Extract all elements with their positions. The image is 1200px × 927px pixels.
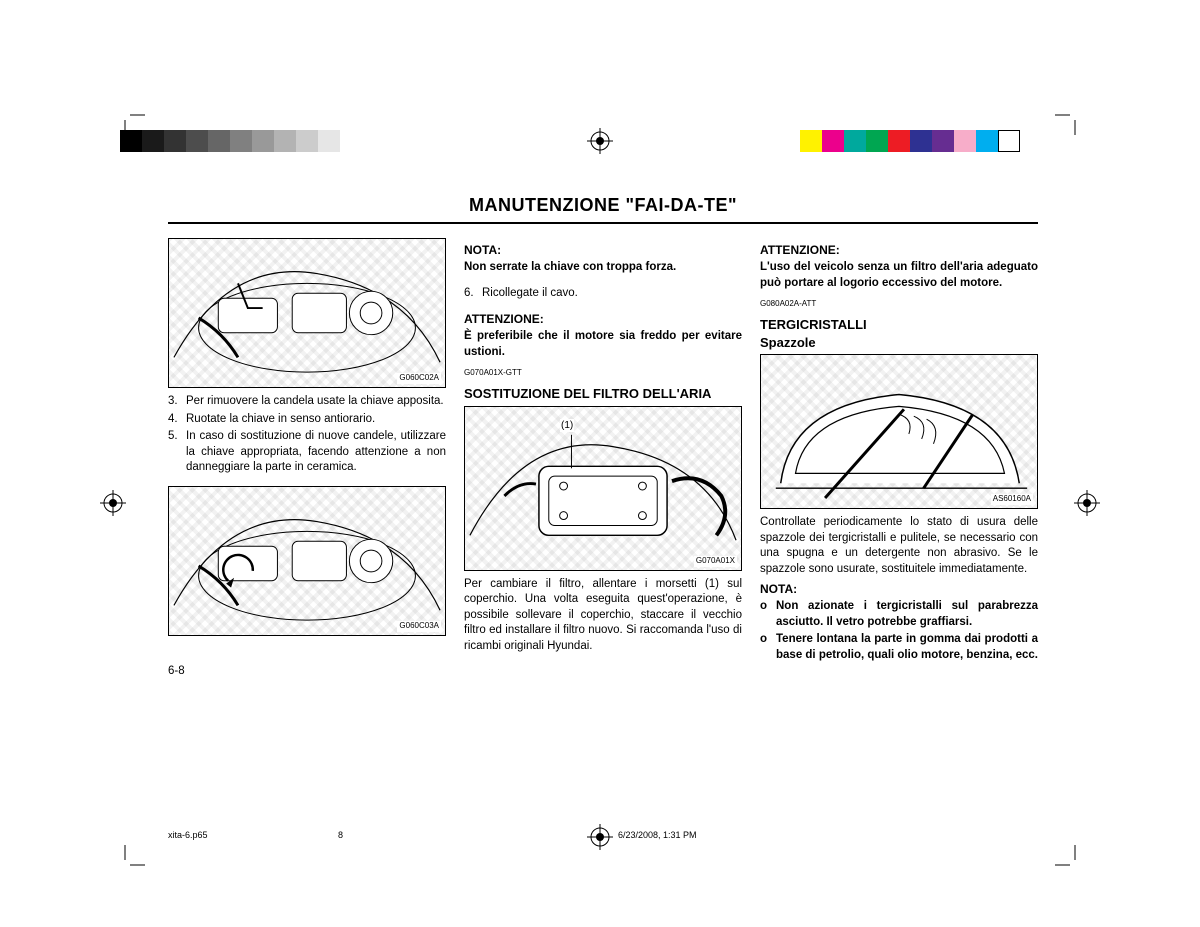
crop-mark-icon: [1055, 105, 1085, 135]
figure-windshield-wipers: AS60160A: [760, 354, 1038, 509]
figure-code: G060C03A: [397, 621, 441, 632]
item-number: 5.: [168, 429, 186, 476]
registration-mark-left: [100, 490, 126, 516]
attenzione-text: È preferibile che il motore sia freddo p…: [464, 329, 742, 360]
footer-page: 8: [338, 830, 618, 840]
footer-date: 6/23/2008, 1:31 PM: [618, 830, 1038, 840]
item-text: Per rimuovere la candela usate la chiave…: [186, 394, 446, 410]
column-3: ATTENZIONE: L'uso del veicolo senza un f…: [760, 238, 1038, 679]
footer-filename: xita-6.p65: [168, 830, 338, 840]
printer-colorbar-left: [120, 130, 340, 152]
item-number: 4.: [168, 412, 186, 428]
section-code: G080A02A-ATT: [760, 299, 1038, 310]
section-heading: TERGICRISTALLI: [760, 316, 1038, 334]
list-item: 3.Per rimuovere la candela usate la chia…: [168, 394, 446, 410]
document-page: MANUTENZIONE "FAI-DA-TE" G060C02A 3.Per …: [168, 195, 1038, 679]
crop-mark-icon: [115, 845, 145, 875]
section-code: G070A01X-GTT: [464, 368, 742, 379]
content-columns: G060C02A 3.Per rimuovere la candela usat…: [168, 238, 1038, 679]
item-text: Tenere lontana la parte in gomma dai pro…: [776, 632, 1038, 663]
list-item: 5.In caso di sostituzione di nuove cande…: [168, 429, 446, 476]
list-item: 4.Ruotate la chiave in senso antiorario.: [168, 412, 446, 428]
registration-mark-right: [1074, 490, 1100, 516]
nota-bullet-list: oNon azionate i tergicristalli sul parab…: [760, 599, 1038, 663]
body-paragraph: Per cambiare il filtro, allentare i mors…: [464, 577, 742, 655]
section-subheading: Spazzole: [760, 334, 1038, 352]
figure-engine-sparkplug-1: G060C02A: [168, 238, 446, 388]
crop-mark-icon: [115, 105, 145, 135]
column-2: NOTA: Non serrate la chiave con troppa f…: [464, 238, 742, 679]
attenzione-heading: ATTENZIONE:: [760, 242, 1038, 258]
section-heading: SOSTITUZIONE DEL FILTRO DELL'ARIA: [464, 385, 742, 403]
figure-code: G060C02A: [397, 373, 441, 384]
attenzione-heading: ATTENZIONE:: [464, 311, 742, 327]
page-title: MANUTENZIONE "FAI-DA-TE": [168, 195, 1038, 224]
item-number: 6.: [464, 286, 482, 302]
figure-code: AS60160A: [991, 494, 1033, 505]
page-number: 6-8: [168, 664, 446, 680]
attenzione-text: L'uso del veicolo senza un filtro dell'a…: [760, 260, 1038, 291]
figure-air-filter: (1) G070A01X: [464, 406, 742, 571]
nota-heading: NOTA:: [760, 581, 1038, 597]
nota-text: Non serrate la chiave con troppa forza.: [464, 260, 742, 276]
item-text: In caso di sostituzione di nuove candele…: [186, 429, 446, 476]
instruction-list: 6.Ricollegate il cavo.: [464, 286, 742, 302]
print-footer: xita-6.p65 8 6/23/2008, 1:31 PM: [168, 830, 1038, 840]
list-item: 6.Ricollegate il cavo.: [464, 286, 742, 302]
registration-mark-top: [587, 128, 613, 154]
bullet-marker: o: [760, 599, 776, 630]
crop-mark-icon: [1055, 845, 1085, 875]
printer-colorbar-right: [800, 130, 1020, 152]
item-number: 3.: [168, 394, 186, 410]
figure-code: G070A01X: [694, 556, 737, 567]
figure-engine-sparkplug-2: G060C03A: [168, 486, 446, 636]
item-text: Ruotate la chiave in senso antiorario.: [186, 412, 446, 428]
body-paragraph: Controllate periodicamente lo stato di u…: [760, 515, 1038, 577]
item-text: Ricollegate il cavo.: [482, 286, 742, 302]
item-text: Non azionate i tergicristalli sul parabr…: [776, 599, 1038, 630]
list-item: oNon azionate i tergicristalli sul parab…: [760, 599, 1038, 630]
nota-heading: NOTA:: [464, 242, 742, 258]
figure-callout: (1): [560, 419, 574, 433]
bullet-marker: o: [760, 632, 776, 663]
list-item: oTenere lontana la parte in gomma dai pr…: [760, 632, 1038, 663]
instruction-list: 3.Per rimuovere la candela usate la chia…: [168, 394, 446, 476]
column-1: G060C02A 3.Per rimuovere la candela usat…: [168, 238, 446, 679]
